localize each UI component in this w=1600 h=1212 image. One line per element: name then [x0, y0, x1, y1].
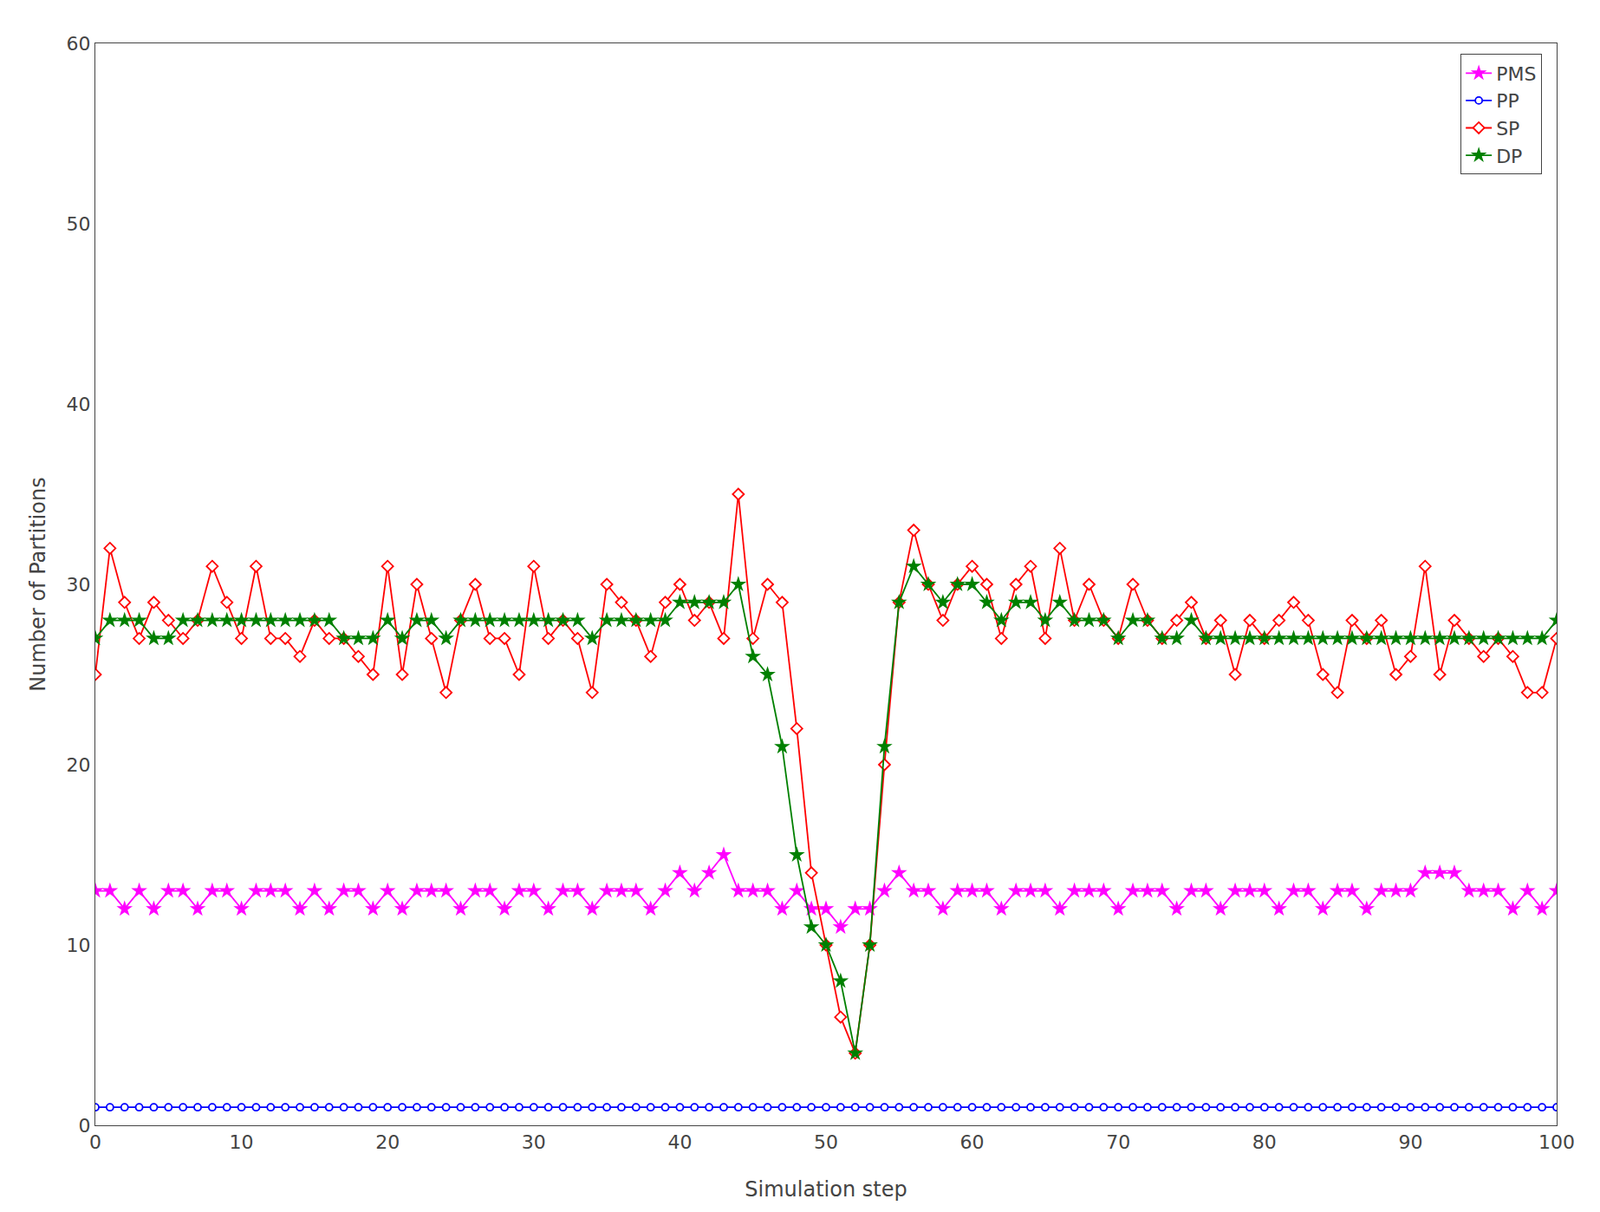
svg-text:0: 0 [89, 1131, 102, 1153]
svg-text:SP: SP [1495, 117, 1520, 140]
svg-text:Simulation step: Simulation step [744, 1177, 907, 1202]
svg-text:10: 10 [229, 1131, 254, 1153]
svg-text:80: 80 [1252, 1131, 1277, 1153]
svg-text:90: 90 [1398, 1131, 1423, 1153]
svg-text:40: 40 [66, 393, 92, 416]
svg-text:60: 60 [66, 32, 92, 55]
svg-text:50: 50 [813, 1131, 839, 1153]
svg-text:Number of Partitions: Number of Partitions [26, 476, 51, 691]
svg-text:30: 30 [521, 1131, 547, 1153]
svg-text:70: 70 [1105, 1131, 1131, 1153]
svg-text:40: 40 [667, 1131, 692, 1153]
svg-text:60: 60 [960, 1131, 985, 1153]
svg-text:PP: PP [1495, 90, 1520, 112]
svg-text:30: 30 [66, 573, 92, 596]
svg-text:PMS: PMS [1495, 63, 1536, 85]
svg-text:10: 10 [66, 934, 92, 957]
svg-text:0: 0 [78, 1114, 92, 1137]
svg-text:100: 100 [1538, 1131, 1575, 1153]
svg-text:50: 50 [66, 213, 92, 235]
svg-text:DP: DP [1495, 145, 1522, 168]
svg-text:20: 20 [66, 754, 92, 776]
svg-text:20: 20 [375, 1131, 400, 1153]
